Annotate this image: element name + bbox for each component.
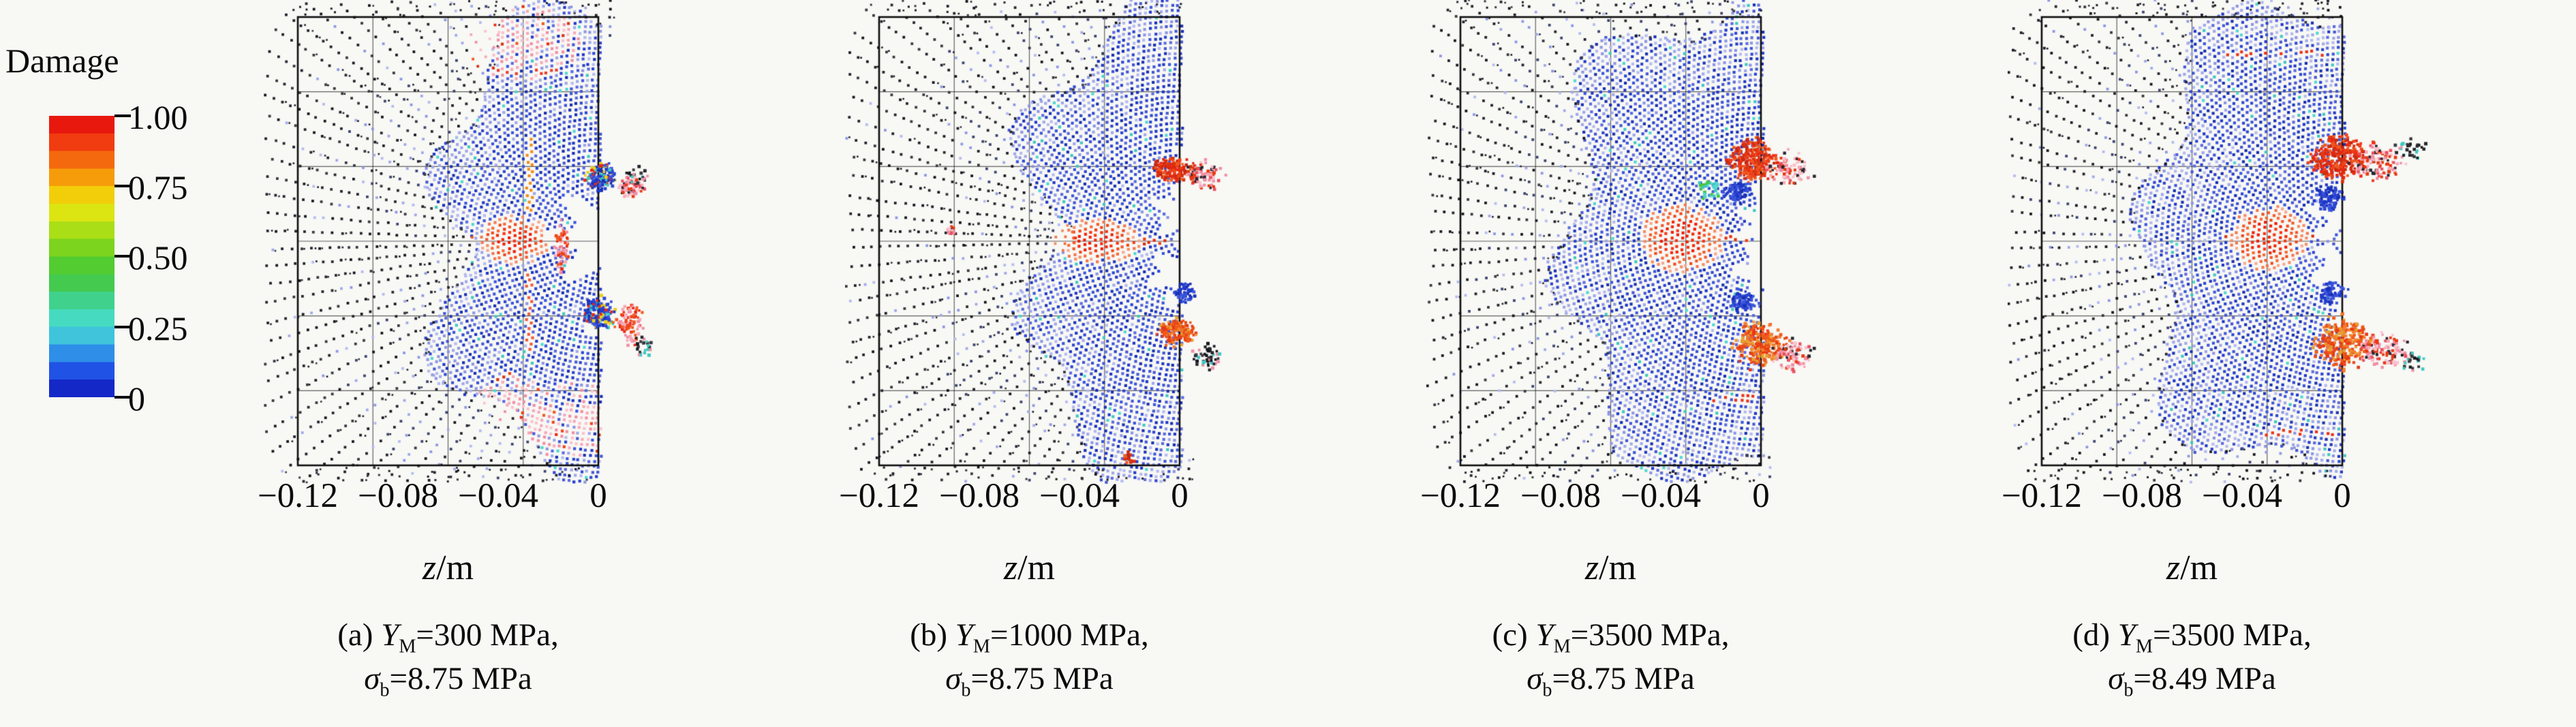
panel-c: −0.12 −0.08 −0.04 0 z/m (c) YM=3500 MPa,… xyxy=(1420,0,1876,727)
x-tick-label: 0 xyxy=(2333,477,2351,515)
caption-line-2: σb=8.75 MPa xyxy=(1527,661,1695,701)
x-tick-label: −0.08 xyxy=(1520,477,1601,515)
x-tick-label: 0 xyxy=(1752,477,1770,515)
panel-b-plot xyxy=(845,0,1295,487)
panel-c-plot xyxy=(1426,0,1876,487)
x-tick-label: −0.08 xyxy=(938,477,1019,515)
colorbar-tick xyxy=(114,396,131,399)
panel-a-caption: (a) YM=300 MPa, σb=8.75 MPa xyxy=(217,613,680,700)
panel-a-plot xyxy=(264,0,714,487)
colorbar-tick xyxy=(114,255,131,258)
colorbar-tick xyxy=(114,114,131,117)
colorbar-tick-label: 1.00 xyxy=(128,98,188,136)
x-tick-label: −0.04 xyxy=(1620,477,1701,515)
x-tick-label: 0 xyxy=(1171,477,1189,515)
panel-c-caption: (c) YM=3500 MPa, σb=8.75 MPa xyxy=(1379,613,1843,700)
caption-line-1: (a) YM=300 MPa, xyxy=(337,617,559,658)
x-tick-label: 0 xyxy=(589,477,607,515)
x-tick-label: −0.04 xyxy=(1039,477,1120,515)
x-axis-label: z/m xyxy=(422,548,474,587)
caption-line-2: σb=8.49 MPa xyxy=(2108,661,2276,701)
x-axis-label: z/m xyxy=(1584,548,1637,587)
x-tick-label: −0.12 xyxy=(2001,477,2082,515)
caption-line-1: (b) YM=1000 MPa, xyxy=(910,617,1149,658)
panel-d-caption: (d) YM=3500 MPa, σb=8.49 MPa xyxy=(1961,613,2424,700)
damage-colorbar: Damage 1.00 0.75 0.50 0.25 0 xyxy=(0,0,293,727)
colorbar-tick-label: 0 xyxy=(128,380,145,418)
caption-line-2: σb=8.75 MPa xyxy=(364,661,532,701)
colorbar-title: Damage xyxy=(5,42,119,80)
caption-line-2: σb=8.75 MPa xyxy=(945,661,1114,701)
colorbar-tick-label: 0.50 xyxy=(128,238,188,277)
x-tick-label: −0.04 xyxy=(2201,477,2282,515)
x-tick-label: −0.12 xyxy=(838,477,919,515)
x-axis-label: z/m xyxy=(1003,548,1056,587)
colorbar-gradient xyxy=(49,116,114,397)
panel-d-plot xyxy=(2008,0,2457,487)
x-tick-label: −0.12 xyxy=(257,477,338,515)
x-tick-label: −0.04 xyxy=(457,477,538,515)
x-tick-label: −0.12 xyxy=(1420,477,1501,515)
x-tick-label: −0.08 xyxy=(2101,477,2182,515)
panel-d: −0.12 −0.08 −0.04 0 z/m (d) YM=3500 MPa,… xyxy=(2002,0,2457,727)
colorbar-tick xyxy=(114,326,131,328)
caption-line-1: (c) YM=3500 MPa, xyxy=(1492,617,1730,658)
x-axis-label: z/m xyxy=(2166,548,2218,587)
panel-b-caption: (b) YM=1000 MPa, σb=8.75 MPa xyxy=(798,613,1261,700)
colorbar-tick-label: 0.75 xyxy=(128,168,188,206)
caption-line-1: (d) YM=3500 MPa, xyxy=(2072,617,2312,658)
colorbar-tick xyxy=(114,185,131,187)
x-tick-label: −0.08 xyxy=(357,477,438,515)
panel-a: −0.12 −0.08 −0.04 0 z/m (a) YM=300 MPa, … xyxy=(258,0,714,727)
colorbar-tick-label: 0.25 xyxy=(128,309,188,347)
panel-b: −0.12 −0.08 −0.04 0 z/m (b) YM=1000 MPa,… xyxy=(839,0,1295,727)
